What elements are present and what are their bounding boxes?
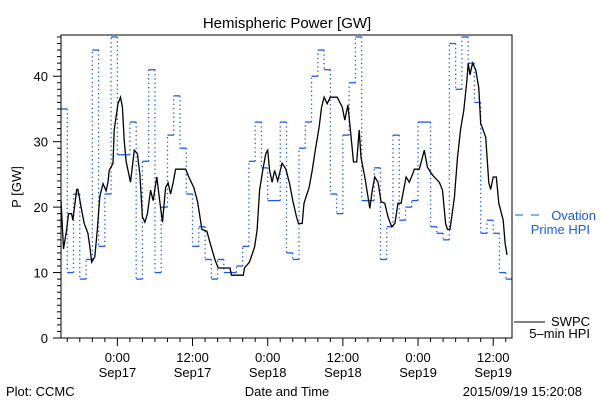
plot-credit: Plot: CCMC	[6, 384, 75, 399]
y-tick-label: 40	[34, 69, 48, 84]
x-tick-time-label: 0:00	[105, 350, 130, 365]
legend-swpc-label-2: 5–min HPI	[529, 326, 590, 341]
x-axis-label: Date and Time	[245, 384, 330, 399]
y-axis-label: P [GW]	[9, 166, 24, 208]
legend-swpc-label-1: SWPC	[551, 314, 590, 329]
x-tick-time-label: 0:00	[405, 350, 430, 365]
y-tick-label: 20	[34, 200, 48, 215]
x-tick-time-label: 12:00	[477, 350, 510, 365]
x-tick-time-label: 0:00	[255, 350, 280, 365]
legend: Ovation Prime HPI SWPC 5–min HPI	[514, 208, 596, 341]
plot-timestamp: 2015/09/19 15:20:08	[463, 384, 582, 399]
swpc-series	[60, 61, 508, 276]
x-tick-date-label: Sep17	[174, 365, 212, 380]
legend-ovation-label-1: Ovation	[551, 208, 596, 223]
x-tick-date-label: Sep17	[99, 365, 137, 380]
x-tick-date-label: Sep19	[474, 365, 512, 380]
x-tick-time-label: 12:00	[176, 350, 209, 365]
y-tick-label: 0	[41, 331, 48, 346]
x-tick-date-label: Sep18	[249, 365, 287, 380]
x-tick-date-label: Sep18	[324, 365, 362, 380]
y-tick-label: 10	[34, 266, 48, 281]
swpc-line	[60, 61, 508, 276]
plot-frame	[60, 34, 513, 339]
y-tick-label: 30	[34, 135, 48, 150]
legend-ovation-label-2: Prime HPI	[531, 222, 590, 237]
x-tick-date-label: Sep19	[399, 365, 437, 380]
chart-title: Hemispheric Power [GW]	[203, 15, 371, 32]
x-tick-time-label: 12:00	[327, 350, 360, 365]
ovation-series	[61, 36, 512, 280]
axis-ticks: 0102030400:00Sep1712:00Sep170:00Sep1812:…	[34, 36, 512, 380]
